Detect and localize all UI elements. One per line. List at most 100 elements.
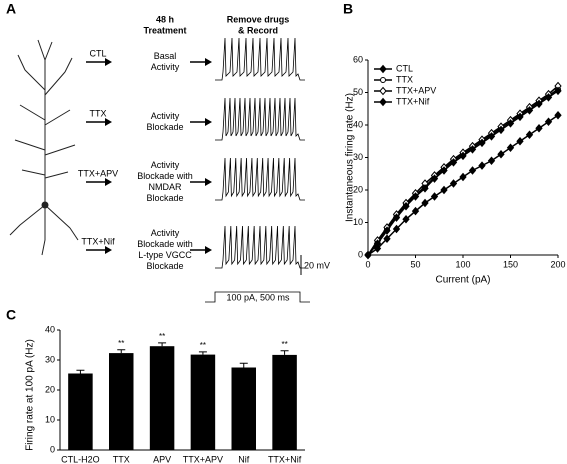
bar (149, 346, 175, 450)
voltage-trace (215, 157, 305, 201)
error-bar (239, 362, 248, 368)
point (535, 123, 543, 133)
legend-label: CTL (396, 63, 413, 73)
point (516, 112, 524, 122)
point (487, 156, 496, 166)
legend-marker (379, 64, 387, 74)
point (373, 239, 382, 248)
condition: TTX+Nif (81, 236, 115, 246)
y-tick-label: 60 (353, 54, 363, 64)
x-tick-label: CTL-H2O (61, 454, 100, 464)
y-tick-label: 50 (353, 87, 363, 97)
y-tick-label: 10 (353, 217, 363, 227)
point (525, 130, 534, 140)
legend-label: TTX+APV (396, 85, 436, 95)
y-tick-label: 20 (353, 184, 363, 194)
y-tick-label: 40 (353, 119, 363, 129)
treatment-text: Blockade with (137, 171, 193, 181)
x-tick-label: 50 (410, 259, 420, 269)
arrow-head (205, 246, 212, 254)
treatment-text: Activity (151, 62, 180, 72)
x-tick-label: 150 (503, 259, 518, 269)
panel-label: C (6, 307, 16, 323)
arrow-head (105, 246, 112, 254)
bar (231, 367, 256, 450)
point (478, 161, 486, 170)
bar (109, 353, 134, 450)
arrow-head (105, 58, 112, 66)
voltage-trace (215, 97, 305, 141)
point (506, 119, 515, 128)
treatment-text: Blockade (146, 193, 183, 203)
point (478, 138, 486, 148)
point (430, 192, 439, 201)
point (440, 166, 448, 175)
y-tick-label: 0 (358, 249, 363, 259)
treatment-text: Blockade with (137, 239, 193, 249)
arrow-head (105, 178, 112, 186)
point (554, 86, 562, 96)
point (392, 224, 401, 234)
stimulus-trace (205, 291, 310, 303)
point (430, 174, 439, 183)
header: Treatment (143, 25, 186, 35)
point (497, 125, 505, 135)
point (544, 117, 553, 127)
treatment-text: Basal (154, 51, 177, 61)
legend-label: TTX (396, 74, 413, 84)
legend-label: TTX+Nif (396, 96, 430, 106)
condition: CTL (89, 48, 106, 58)
condition: TTX+APV (78, 168, 118, 178)
point (468, 166, 477, 175)
point (402, 214, 410, 224)
header: & Record (238, 25, 278, 35)
error-bar (117, 349, 126, 354)
y-tick-label: 40 (45, 324, 55, 334)
treatment-text: NMDAR (149, 182, 182, 192)
x-tick-label: 100 (455, 259, 470, 269)
treatment-text: Blockade (146, 122, 183, 132)
header: 48 h (156, 14, 174, 24)
point (364, 250, 372, 260)
point (421, 198, 429, 208)
x-tick-label: TTX+Nif (268, 454, 302, 464)
point (506, 143, 515, 153)
scale-label: 20 mV (304, 260, 330, 270)
legend-marker (380, 77, 386, 83)
stimulus-label: 100 pA, 500 ms (226, 292, 290, 302)
y-tick-label: 0 (50, 444, 55, 454)
y-axis-label: Instantaneous firing rate (Hz) (345, 93, 356, 222)
voltage-trace (215, 225, 305, 269)
y-tick-label: 20 (45, 384, 55, 394)
point (459, 172, 467, 182)
significance: ** (159, 332, 165, 341)
arrow-head (205, 118, 212, 126)
point (392, 213, 401, 222)
point (535, 99, 543, 109)
treatment-text: L-type VGCC (138, 250, 192, 260)
voltage-trace (215, 37, 305, 81)
point (421, 184, 429, 193)
point (544, 93, 553, 102)
point (449, 179, 458, 188)
point (449, 158, 458, 167)
neuron-drawing (9, 39, 79, 256)
x-tick-label: TTX+APV (183, 454, 223, 464)
y-tick-label: 30 (353, 152, 363, 162)
significance: ** (118, 339, 124, 348)
legend-marker (379, 86, 387, 96)
error-bar (280, 350, 289, 355)
point (459, 151, 467, 161)
x-tick-label: TTX (113, 454, 130, 464)
arrow-head (205, 178, 212, 186)
panel-label: A (6, 1, 16, 17)
header: Remove drugs (227, 14, 290, 24)
point (411, 206, 420, 216)
bar (272, 354, 297, 450)
y-tick-label: 30 (45, 354, 55, 364)
arrow-head (205, 58, 212, 66)
point (468, 145, 477, 154)
x-tick-label: 0 (365, 259, 370, 269)
treatment-text: Blockade (146, 261, 183, 271)
